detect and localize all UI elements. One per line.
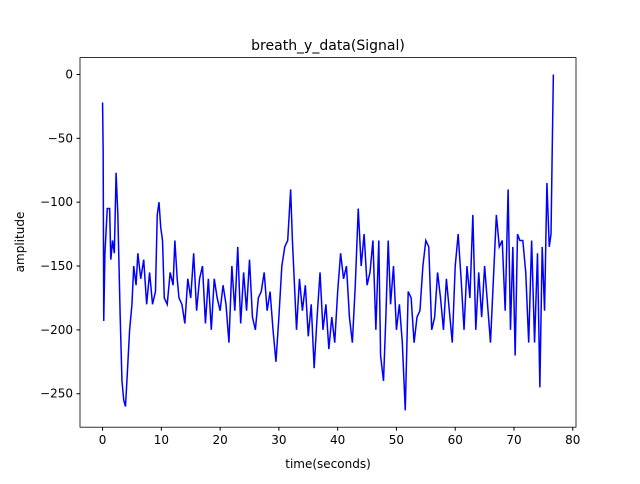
x-axis-label: time(seconds) xyxy=(285,457,371,471)
x-tick-label: 20 xyxy=(212,433,227,447)
y-tick-label: 0 xyxy=(65,67,73,81)
x-tick-label: 30 xyxy=(271,433,286,447)
y-tick-label: −200 xyxy=(40,323,73,337)
y-tick-label: −150 xyxy=(40,259,73,273)
x-tick-label: 70 xyxy=(506,433,521,447)
y-tick-label: −50 xyxy=(48,131,73,145)
x-tick-label: 0 xyxy=(99,433,107,447)
x-tick-label: 50 xyxy=(389,433,404,447)
x-tick-label: 40 xyxy=(330,433,345,447)
y-tick-label: −100 xyxy=(40,195,73,209)
y-axis-label: amplitude xyxy=(13,212,27,273)
x-tick-label: 10 xyxy=(154,433,169,447)
y-tick-label: −250 xyxy=(40,387,73,401)
plot-frame xyxy=(79,57,577,428)
x-tick-label: 80 xyxy=(565,433,580,447)
signal-line xyxy=(101,74,555,411)
x-tick-label: 60 xyxy=(448,433,463,447)
chart-title: breath_y_data(Signal) xyxy=(251,38,405,54)
